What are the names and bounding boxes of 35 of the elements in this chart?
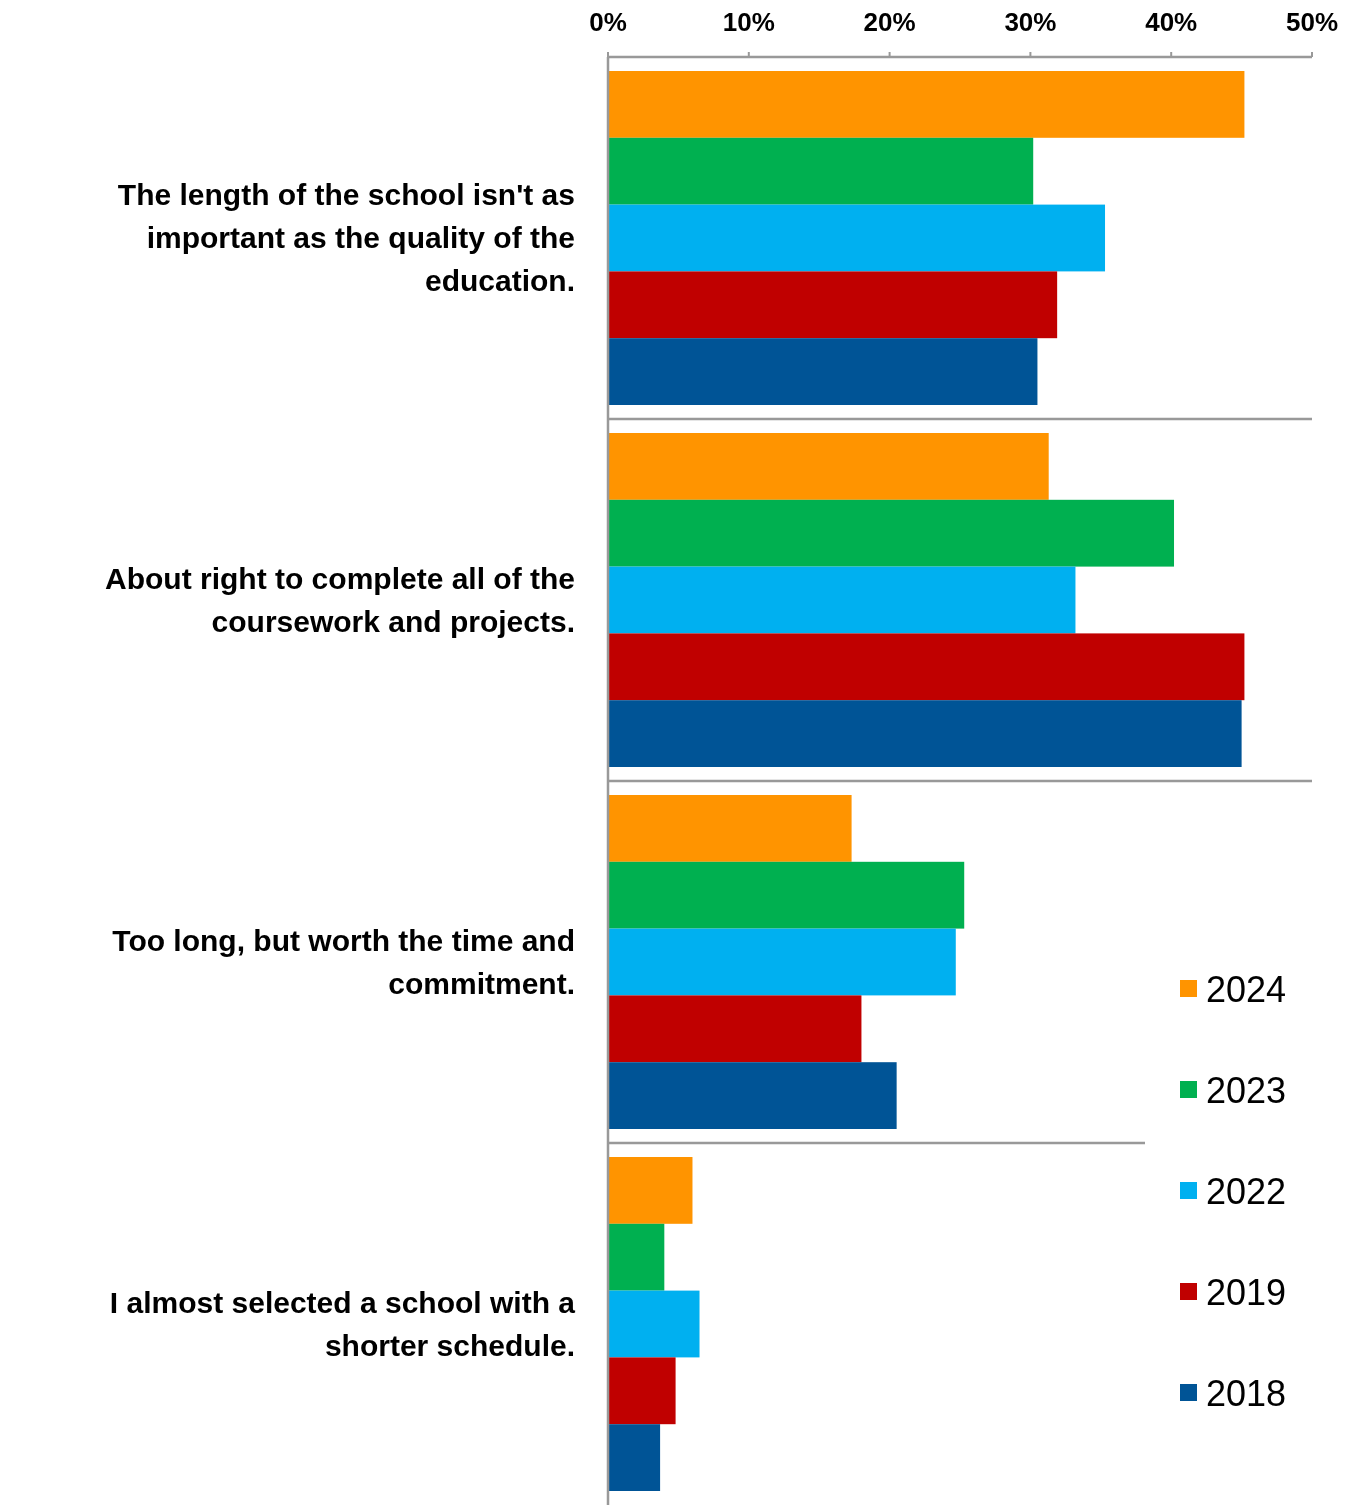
x-tick-label: 10% [722, 7, 775, 37]
legend-label: 2023 [1206, 1070, 1287, 1111]
bar [608, 1223, 665, 1291]
x-tick-label: 30% [1004, 7, 1057, 37]
x-tick-label: 40% [1145, 7, 1198, 37]
y-tick-label: The length of the school isn't as important as the quality of the education. [117, 178, 575, 297]
bar [608, 700, 1242, 767]
bar [608, 1290, 700, 1358]
y-tick-label: About right to complete all of the coursework and projects. [105, 561, 575, 638]
bar [608, 137, 1034, 205]
legend-label: 2019 [1206, 1272, 1287, 1313]
bar [608, 338, 1038, 405]
bar [608, 1357, 676, 1425]
legend-label: 2018 [1206, 1373, 1287, 1414]
bar [608, 795, 852, 862]
bar [608, 499, 1175, 567]
bar [608, 566, 1076, 634]
y-tick-label: Too long, but worth the time and commitment. [112, 923, 575, 1000]
x-tick-label: 50% [1285, 7, 1339, 37]
bar [608, 433, 1049, 500]
legend-label: 2024 [1206, 969, 1287, 1010]
bar [608, 271, 1058, 339]
x-tick-label: 20% [863, 7, 916, 37]
bar [608, 928, 956, 996]
bar [608, 1424, 661, 1491]
y-tick-label: I almost selected a school with a shorter schedule. [109, 1285, 576, 1362]
bar [608, 1062, 897, 1129]
x-tick-label: 0% [589, 7, 627, 37]
bar [608, 633, 1245, 701]
bar [608, 71, 1245, 138]
bar [608, 995, 862, 1063]
bar [608, 861, 965, 929]
legend-label: 2022 [1206, 1171, 1287, 1212]
bar [608, 204, 1106, 272]
bar [608, 1157, 693, 1224]
